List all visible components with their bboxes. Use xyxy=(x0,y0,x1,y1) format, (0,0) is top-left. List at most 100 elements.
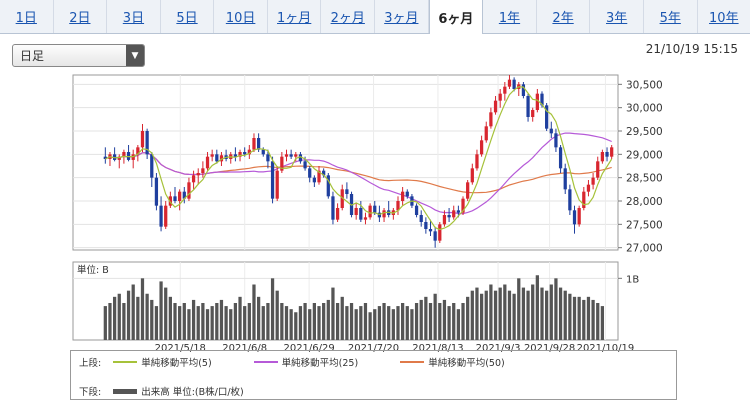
interval-select[interactable]: 日足 ▼ xyxy=(12,44,145,67)
candle-body xyxy=(182,191,186,199)
tab-4[interactable]: 10日 xyxy=(214,0,268,33)
candle-body xyxy=(507,79,512,87)
legend-ma50-label: 単純移動平均(50) xyxy=(428,358,505,369)
candle-body xyxy=(103,156,107,159)
volume-bar xyxy=(103,306,107,340)
legend-lower-row: 下段: 出来高 単位:(B株/口/枚) xyxy=(79,384,244,398)
volume-bar xyxy=(577,296,581,340)
candle-body xyxy=(243,152,247,155)
candle-body xyxy=(303,161,307,169)
candle-body xyxy=(531,110,535,117)
candle-body xyxy=(145,131,149,155)
candle-body xyxy=(401,191,405,201)
candle-body xyxy=(442,215,447,225)
candle-body xyxy=(586,184,591,192)
candle-body xyxy=(582,191,586,208)
volume-bar xyxy=(531,284,535,340)
tab-11[interactable]: 3年 xyxy=(590,0,644,33)
candle-body xyxy=(433,231,437,241)
legend-ma25: 単純移動平均(25) xyxy=(242,355,358,369)
price-tick-label: 28,500 xyxy=(626,173,663,185)
legend-upper-row: 上段: 単純移動平均(5) 単純移動平均(25) 単純移動平均(50) xyxy=(79,355,535,369)
volume-bar xyxy=(466,296,470,340)
volume-bar xyxy=(489,284,493,340)
volume-bar xyxy=(308,309,312,340)
candle-body xyxy=(438,224,442,241)
volume-bar xyxy=(424,296,428,340)
candle-body xyxy=(354,208,358,215)
volume-bar xyxy=(470,290,474,340)
volume-bar xyxy=(201,303,205,340)
candle-body xyxy=(256,138,261,150)
candle-body xyxy=(493,100,498,113)
candle-body xyxy=(591,177,595,185)
candle-body xyxy=(489,112,493,127)
volume-bar xyxy=(136,296,140,340)
volume-bar xyxy=(178,306,182,340)
volume-bar xyxy=(331,287,335,340)
tab-7[interactable]: 3ヶ月 xyxy=(375,0,429,33)
candle-body xyxy=(308,168,312,178)
tab-13[interactable]: 10年 xyxy=(709,11,739,26)
legend-ma5: 単純移動平均(5) xyxy=(101,355,212,369)
volume-bar xyxy=(303,303,307,340)
tab-3[interactable]: 5日 xyxy=(161,0,215,33)
tab-6[interactable]: 2ヶ月 xyxy=(321,0,376,33)
volume-bar xyxy=(340,296,344,340)
candle-body xyxy=(168,196,172,206)
volume-bar xyxy=(447,306,451,340)
volume-bar xyxy=(168,296,172,340)
candle-body xyxy=(136,147,140,155)
candle-body xyxy=(284,154,289,157)
volume-bar xyxy=(535,275,539,340)
volume-bar xyxy=(122,303,126,340)
volume-bar xyxy=(545,290,549,340)
volume-bar xyxy=(391,309,395,340)
volume-bar xyxy=(108,303,112,340)
tab-0[interactable]: 1日 xyxy=(0,0,54,33)
candle-body xyxy=(210,154,214,157)
price-tick-label: 27,500 xyxy=(626,219,663,231)
tab-12[interactable]: 5年 xyxy=(644,0,698,33)
candle-body xyxy=(610,147,614,157)
volume-bar xyxy=(526,290,530,340)
candle-body xyxy=(498,93,502,101)
date-tick-label: 2021/9/3 xyxy=(476,343,521,354)
volume-bar xyxy=(256,296,261,340)
candle-body xyxy=(298,154,303,162)
volume-bar xyxy=(112,296,117,340)
volume-bar xyxy=(475,287,479,340)
volume-bar xyxy=(131,284,135,340)
tab-2[interactable]: 3日 xyxy=(107,0,161,33)
volume-bar xyxy=(586,296,591,340)
candle-body xyxy=(215,154,219,162)
tab-9[interactable]: 1年 xyxy=(483,0,537,33)
candle-body xyxy=(521,84,526,96)
candle-body xyxy=(238,152,242,157)
timestamp: 21/10/19 15:15 xyxy=(645,42,738,56)
interval-select-value: 日足 xyxy=(20,49,45,63)
candle-body xyxy=(452,210,456,218)
candle-body xyxy=(205,156,210,169)
price-tick-label: 29,000 xyxy=(626,149,663,161)
volume-bar xyxy=(461,303,465,340)
candle-body xyxy=(345,189,349,194)
date-tick-label: 2021/8/13 xyxy=(412,343,463,354)
price-tick-label: 30,000 xyxy=(626,103,663,115)
candle-body xyxy=(456,210,461,213)
volume-bar xyxy=(419,299,423,340)
candle-body xyxy=(322,170,326,176)
volume-bar xyxy=(373,309,377,340)
tab-10[interactable]: 2年 xyxy=(537,0,591,33)
candle-body xyxy=(312,177,316,183)
volume-bar xyxy=(591,299,595,340)
candle-body xyxy=(596,161,600,178)
volume-bar xyxy=(512,293,516,340)
tab-8[interactable]: 6ヶ月 xyxy=(428,0,484,34)
tab-5[interactable]: 1ヶ月 xyxy=(268,0,322,33)
chevron-down-icon[interactable]: ▼ xyxy=(126,45,144,66)
tab-1[interactable]: 2日 xyxy=(54,0,108,33)
date-tick-label: 2021/10/19 xyxy=(577,343,635,354)
volume-bar xyxy=(182,303,186,340)
volume-bar xyxy=(117,293,121,340)
